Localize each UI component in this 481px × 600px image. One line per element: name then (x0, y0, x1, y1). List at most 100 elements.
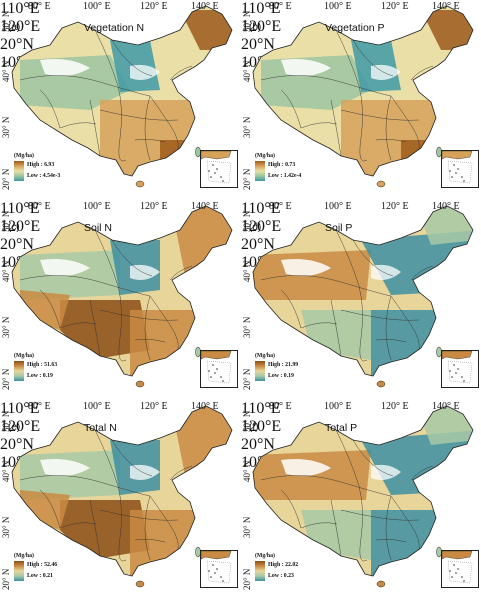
island-dot (453, 164, 455, 166)
island-dot (220, 576, 222, 578)
island-dot (210, 576, 212, 578)
island-dot (461, 576, 463, 578)
panel-title: Soil N (84, 222, 112, 234)
legend-high-value: High : 0.73 (268, 163, 295, 169)
longitude-tick-label: 80° E (269, 1, 292, 12)
longitude-tick-label: 80° E (269, 201, 292, 212)
value-region (160, 140, 200, 180)
longitude-tick-label: 100° E (83, 1, 111, 12)
latitude-tick-label: 30° N (1, 517, 11, 538)
island-dot (449, 170, 451, 172)
island-dot (214, 572, 216, 574)
island-dot (214, 172, 216, 174)
legend-low-value: Low : 0.19 (27, 374, 53, 380)
legend-color-ramp (255, 161, 265, 181)
map-panel-a: (a) Vegetation N 80° E 100° E 120° E 140° E 50… (0, 0, 240, 200)
island-dot (212, 364, 214, 366)
longitude-tick-label: 100° E (83, 401, 111, 412)
island-dot (461, 176, 463, 178)
latitude-tick-label: 40° N (242, 461, 252, 482)
island-dot (453, 364, 455, 366)
longitude-tick-label: 140° E (432, 201, 460, 212)
island-dot (463, 580, 465, 582)
value-region (40, 110, 100, 150)
island-dot (455, 172, 457, 174)
island-dot (216, 368, 218, 370)
nine-dash-line (207, 161, 231, 183)
island-dot (449, 370, 451, 372)
map-panel-d: (d) Soil P 80° E 100° E 120° E 140° E 50° N 40°… (241, 200, 481, 400)
latitude-tick-label: 30° N (242, 317, 252, 338)
hainan-island (377, 581, 385, 587)
longitude-tick-label: 120° E (140, 401, 168, 412)
legend-color-ramp (14, 561, 24, 581)
legend-unit: (Mg/ha) (255, 154, 275, 160)
island-dot (208, 370, 210, 372)
island-dot (212, 164, 214, 166)
latitude-tick-label: 20° N (1, 169, 11, 190)
latitude-tick-label: 40° N (1, 461, 11, 482)
longitude-tick-label: 120° E (381, 401, 409, 412)
island-dot (208, 570, 210, 572)
hainan-island (377, 381, 385, 387)
island-dot (210, 376, 212, 378)
longitude-tick-label: 140° E (191, 1, 219, 12)
map-panel-c: (c) Soil N 80° E 100° E 120° E 140° E 50° N 40°… (0, 200, 240, 400)
longitude-tick-label: 140° E (191, 201, 219, 212)
nine-dash-line (448, 361, 472, 383)
island-dot (208, 170, 210, 172)
legend-unit: (Mg/ha) (255, 354, 275, 360)
island-dot (457, 568, 459, 570)
island-dot (455, 572, 457, 574)
latitude-tick-label: 50° N (242, 11, 252, 32)
panel-title: Total P (325, 422, 357, 434)
island-dot (457, 368, 459, 370)
map-panel-e: (e) Total N 80° E 100° E 120° E 140° E 50° N 40… (0, 400, 240, 600)
longitude-tick-label: 120° E (140, 1, 168, 12)
legend-color-ramp (255, 561, 265, 581)
island-dot (222, 180, 224, 182)
longitude-tick-label: 100° E (324, 401, 352, 412)
latitude-tick-label: 30° N (242, 517, 252, 538)
legend-high-value: High : 51.63 (27, 363, 57, 369)
hainan-island (377, 181, 385, 187)
latitude-tick-label: 20° N (1, 569, 11, 590)
value-region (371, 510, 441, 580)
nine-dash-line (207, 361, 231, 383)
map-panel-b: (b) Vegetation P 80° E 100° E 120° E 140° E 50… (241, 0, 481, 200)
legend-high-value: High : 52.46 (27, 563, 57, 569)
island-dot (451, 176, 453, 178)
longitude-tick-label: 120° E (381, 1, 409, 12)
island-dot (222, 380, 224, 382)
value-region (371, 310, 441, 380)
south-china-sea-inset (200, 550, 238, 588)
value-region (130, 310, 200, 380)
legend-color-ramp (255, 361, 265, 381)
nine-dash-line (448, 161, 472, 183)
legend-unit: (Mg/ha) (14, 354, 34, 360)
panel-title: Vegetation P (325, 22, 385, 34)
legend-high-value: High : 21.99 (268, 363, 298, 369)
latitude-tick-label: 20° N (242, 369, 252, 390)
legend-unit: (Mg/ha) (14, 554, 34, 560)
longitude-tick-label: 140° E (432, 401, 460, 412)
island-dot (212, 564, 214, 566)
south-china-sea-inset (441, 150, 479, 188)
longitude-tick-label: 100° E (324, 1, 352, 12)
latitude-tick-label: 40° N (1, 61, 11, 82)
legend-color-ramp (14, 361, 24, 381)
latitude-tick-label: 50° N (1, 411, 11, 432)
latitude-tick-label: 50° N (242, 411, 252, 432)
latitude-tick-label: 20° N (242, 569, 252, 590)
island-dot (461, 376, 463, 378)
longitude-tick-label: 140° E (191, 401, 219, 412)
longitude-tick-label: 80° E (28, 1, 51, 12)
panel-title: Soil P (325, 222, 352, 234)
south-china-sea-inset (200, 350, 238, 388)
legend-low-value: Low : 4.54e-3 (27, 174, 60, 180)
island-dot (453, 564, 455, 566)
longitude-tick-label: 120° E (140, 201, 168, 212)
island-dot (451, 576, 453, 578)
nine-dash-line (207, 561, 231, 583)
